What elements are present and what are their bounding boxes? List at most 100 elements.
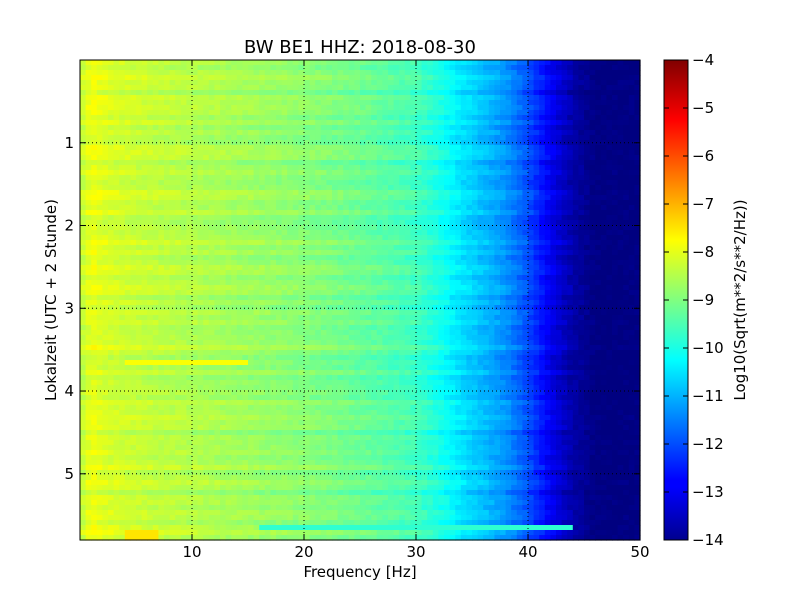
heatmap-cell	[589, 195, 596, 201]
heatmap-cell	[91, 135, 98, 141]
heatmap-cell	[91, 165, 98, 171]
heatmap-cell	[421, 265, 428, 271]
heatmap-cell	[264, 115, 271, 121]
heatmap-cell	[404, 190, 411, 196]
heatmap-cell	[208, 195, 215, 201]
heatmap-cell	[309, 255, 316, 261]
heatmap-cell	[360, 100, 367, 106]
heatmap-cell	[225, 65, 232, 71]
heatmap-cell	[276, 95, 283, 101]
heatmap-cell	[326, 115, 333, 121]
heatmap-cell	[320, 60, 327, 66]
heatmap-cell	[102, 200, 109, 206]
heatmap-cell	[516, 270, 523, 276]
heatmap-cell	[214, 205, 221, 211]
heatmap-cell	[85, 95, 92, 101]
heatmap-cell	[203, 160, 210, 166]
heatmap-cell	[253, 125, 260, 131]
heatmap-cell	[584, 70, 591, 76]
heatmap-cell	[315, 220, 322, 226]
heatmap-cell	[270, 250, 277, 256]
chart-title: BW BE1 HHZ: 2018-08-30	[244, 37, 476, 58]
heatmap-cell	[460, 275, 467, 281]
heatmap-cell	[348, 85, 355, 91]
heatmap-cell	[354, 245, 361, 251]
heatmap-cell	[556, 90, 563, 96]
heatmap-cell	[236, 295, 243, 301]
heatmap-cell	[141, 285, 148, 291]
heatmap-cell	[242, 100, 249, 106]
heatmap-cell	[248, 270, 255, 276]
heatmap-cell	[404, 195, 411, 201]
heatmap-cell	[399, 60, 406, 66]
heatmap-cell	[192, 160, 199, 166]
heatmap-cell	[511, 255, 518, 261]
heatmap-cell	[438, 80, 445, 86]
heatmap-cell	[264, 130, 271, 136]
heatmap-cell	[326, 160, 333, 166]
heatmap-cell	[276, 90, 283, 96]
heatmap-cell	[236, 200, 243, 206]
heatmap-cell	[259, 220, 266, 226]
heatmap-cell	[572, 110, 579, 116]
heatmap-cell	[169, 100, 176, 106]
heatmap-cell	[248, 65, 255, 71]
heatmap-cell	[320, 265, 327, 271]
heatmap-cell	[309, 165, 316, 171]
heatmap-cell	[192, 300, 199, 306]
heatmap-cell	[371, 185, 378, 191]
heatmap-cell	[80, 70, 87, 76]
heatmap-cell	[522, 160, 529, 166]
heatmap-cell	[589, 245, 596, 251]
heatmap-cell	[561, 205, 568, 211]
heatmap-cell	[180, 90, 187, 96]
heatmap-cell	[600, 80, 607, 86]
heatmap-cell	[628, 130, 635, 136]
heatmap-cell	[477, 170, 484, 176]
heatmap-cell	[80, 200, 87, 206]
heatmap-cell	[516, 205, 523, 211]
heatmap-cell	[175, 140, 182, 146]
heatmap-cell	[298, 155, 305, 161]
heatmap-cell	[102, 190, 109, 196]
heatmap-cell	[214, 75, 221, 81]
heatmap-cell	[259, 235, 266, 241]
heatmap-cell	[292, 140, 299, 146]
heatmap-cell	[410, 115, 417, 121]
heatmap-cell	[80, 250, 87, 256]
heatmap-cell	[477, 95, 484, 101]
heatmap-cell	[438, 105, 445, 111]
heatmap-cell	[595, 210, 602, 216]
heatmap-cell	[326, 110, 333, 116]
heatmap-cell	[186, 240, 193, 246]
heatmap-cell	[460, 105, 467, 111]
heatmap-cell	[152, 225, 159, 231]
heatmap-cell	[214, 160, 221, 166]
heatmap-cell	[410, 75, 417, 81]
heatmap-cell	[511, 205, 518, 211]
heatmap-cell	[432, 240, 439, 246]
heatmap-cell	[309, 240, 316, 246]
heatmap-cell	[365, 160, 372, 166]
heatmap-cell	[242, 120, 249, 126]
heatmap-cell	[113, 80, 120, 86]
heatmap-cell	[192, 120, 199, 126]
heatmap-cell	[612, 205, 619, 211]
heatmap-cell	[477, 275, 484, 281]
heatmap-cell	[449, 60, 456, 66]
heatmap-cell	[438, 270, 445, 276]
heatmap-cell	[281, 230, 288, 236]
heatmap-cell	[119, 225, 126, 231]
heatmap-cell	[186, 95, 193, 101]
heatmap-cell	[444, 255, 451, 261]
heatmap-cell	[483, 255, 490, 261]
heatmap-cell	[432, 155, 439, 161]
heatmap-cell	[404, 300, 411, 306]
heatmap-cell	[354, 75, 361, 81]
heatmap-cell	[550, 80, 557, 86]
heatmap-cell	[382, 160, 389, 166]
heatmap-cell	[466, 190, 473, 196]
heatmap-cell	[124, 75, 131, 81]
heatmap-cell	[147, 225, 154, 231]
heatmap-cell	[337, 170, 344, 176]
